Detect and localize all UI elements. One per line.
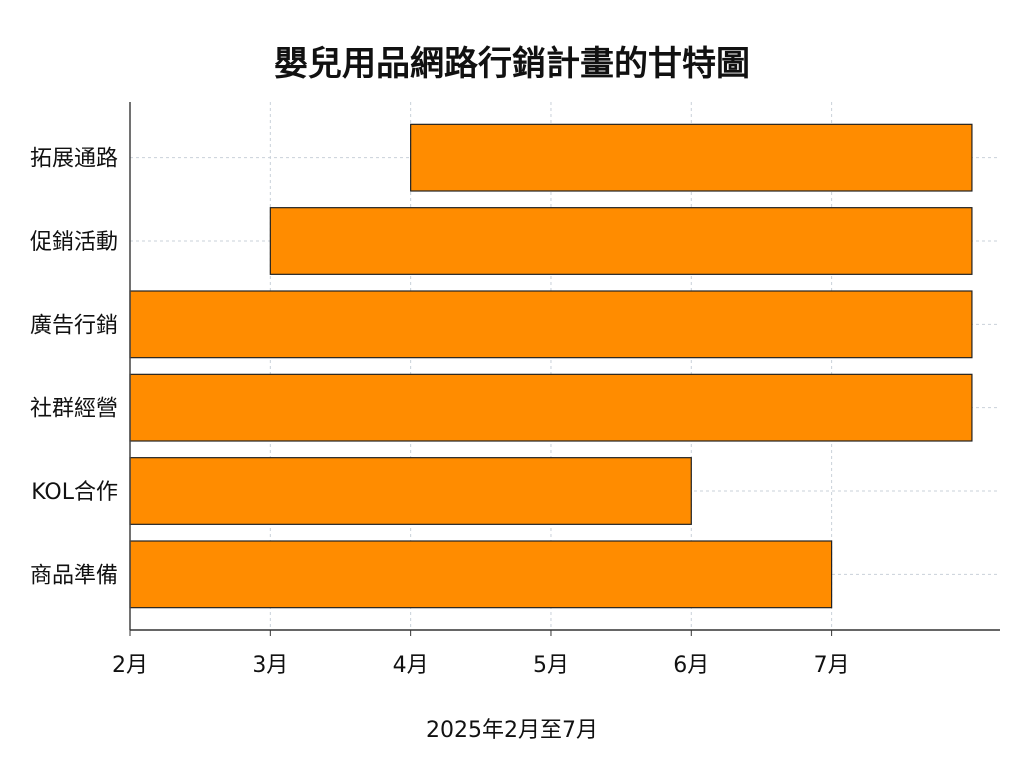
x-tick-label: 5月 [533, 653, 569, 678]
task-bar [129, 373, 973, 442]
x-tick-label: 3月 [252, 653, 288, 678]
x-tick-label: 7月 [814, 653, 850, 678]
x-tick-label: 2月 [112, 653, 148, 678]
task-bar [129, 540, 833, 609]
task-label: 廣告行銷 [30, 313, 118, 338]
task-bar [269, 207, 973, 275]
task-label: 促銷活動 [30, 230, 118, 255]
task-bar [129, 290, 973, 359]
task-label: 拓展通路 [30, 147, 118, 172]
task-label: KOL合作 [31, 480, 118, 505]
task-label: 商品準備 [30, 563, 118, 588]
task-bar [410, 123, 973, 192]
x-tick-label: 4月 [393, 653, 429, 678]
task-bar [129, 457, 692, 525]
x-tick-label: 6月 [673, 653, 709, 678]
axes [129, 102, 1000, 636]
chart-title: 嬰兒用品網路行銷計畫的甘特圖 [274, 44, 750, 84]
x-axis-label: 2025年2月至7月 [426, 718, 598, 743]
task-label: 社群經營 [30, 397, 118, 422]
